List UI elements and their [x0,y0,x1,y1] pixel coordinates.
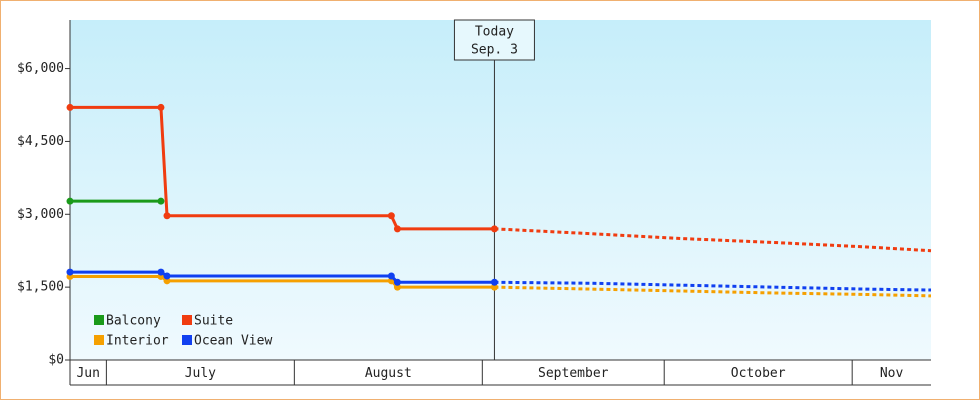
forecast-line [494,280,932,292]
x-tick-label: Jun [76,366,99,381]
point [157,103,165,111]
point [163,277,171,285]
x-tick-label: August [365,366,412,381]
x-axis-band [70,360,931,385]
legend-swatch [182,315,192,325]
legend-label: Interior [106,334,169,349]
legend-label: Suite [194,314,233,329]
today-label: Today [475,25,514,40]
series-line [70,270,495,284]
legend-swatch [94,315,104,325]
forecast-line [494,227,932,253]
today-box [453,19,535,61]
x-tick-label: July [185,366,216,381]
x-tick-label: September [538,366,609,381]
legend-label: Ocean View [194,334,272,349]
point [66,268,74,276]
legend-label: Balcony [106,314,161,329]
point [490,225,498,233]
point [157,197,165,205]
legend-swatch [94,335,104,345]
y-tick-label: $1,500 [17,280,64,295]
x-tick-label: October [731,366,786,381]
x-tick-label: Nov [880,366,904,381]
point [393,225,401,233]
y-tick-label: $0 [48,353,64,368]
point [66,197,74,205]
plot-area [70,20,931,360]
series-line [70,105,495,231]
point [163,272,171,280]
point [163,212,171,220]
point [387,212,395,220]
point [393,283,401,291]
legend-swatch [182,335,192,345]
point [393,278,401,286]
point [387,272,395,280]
point [490,283,498,291]
point [490,278,498,286]
point [66,103,74,111]
series-line [70,274,495,289]
forecast-line [494,285,932,298]
today-label: Sep. 3 [471,43,518,58]
y-tick-label: $3,000 [17,207,64,222]
point [157,268,165,276]
y-tick-label: $4,500 [17,134,64,149]
y-tick-label: $6,000 [17,61,64,76]
